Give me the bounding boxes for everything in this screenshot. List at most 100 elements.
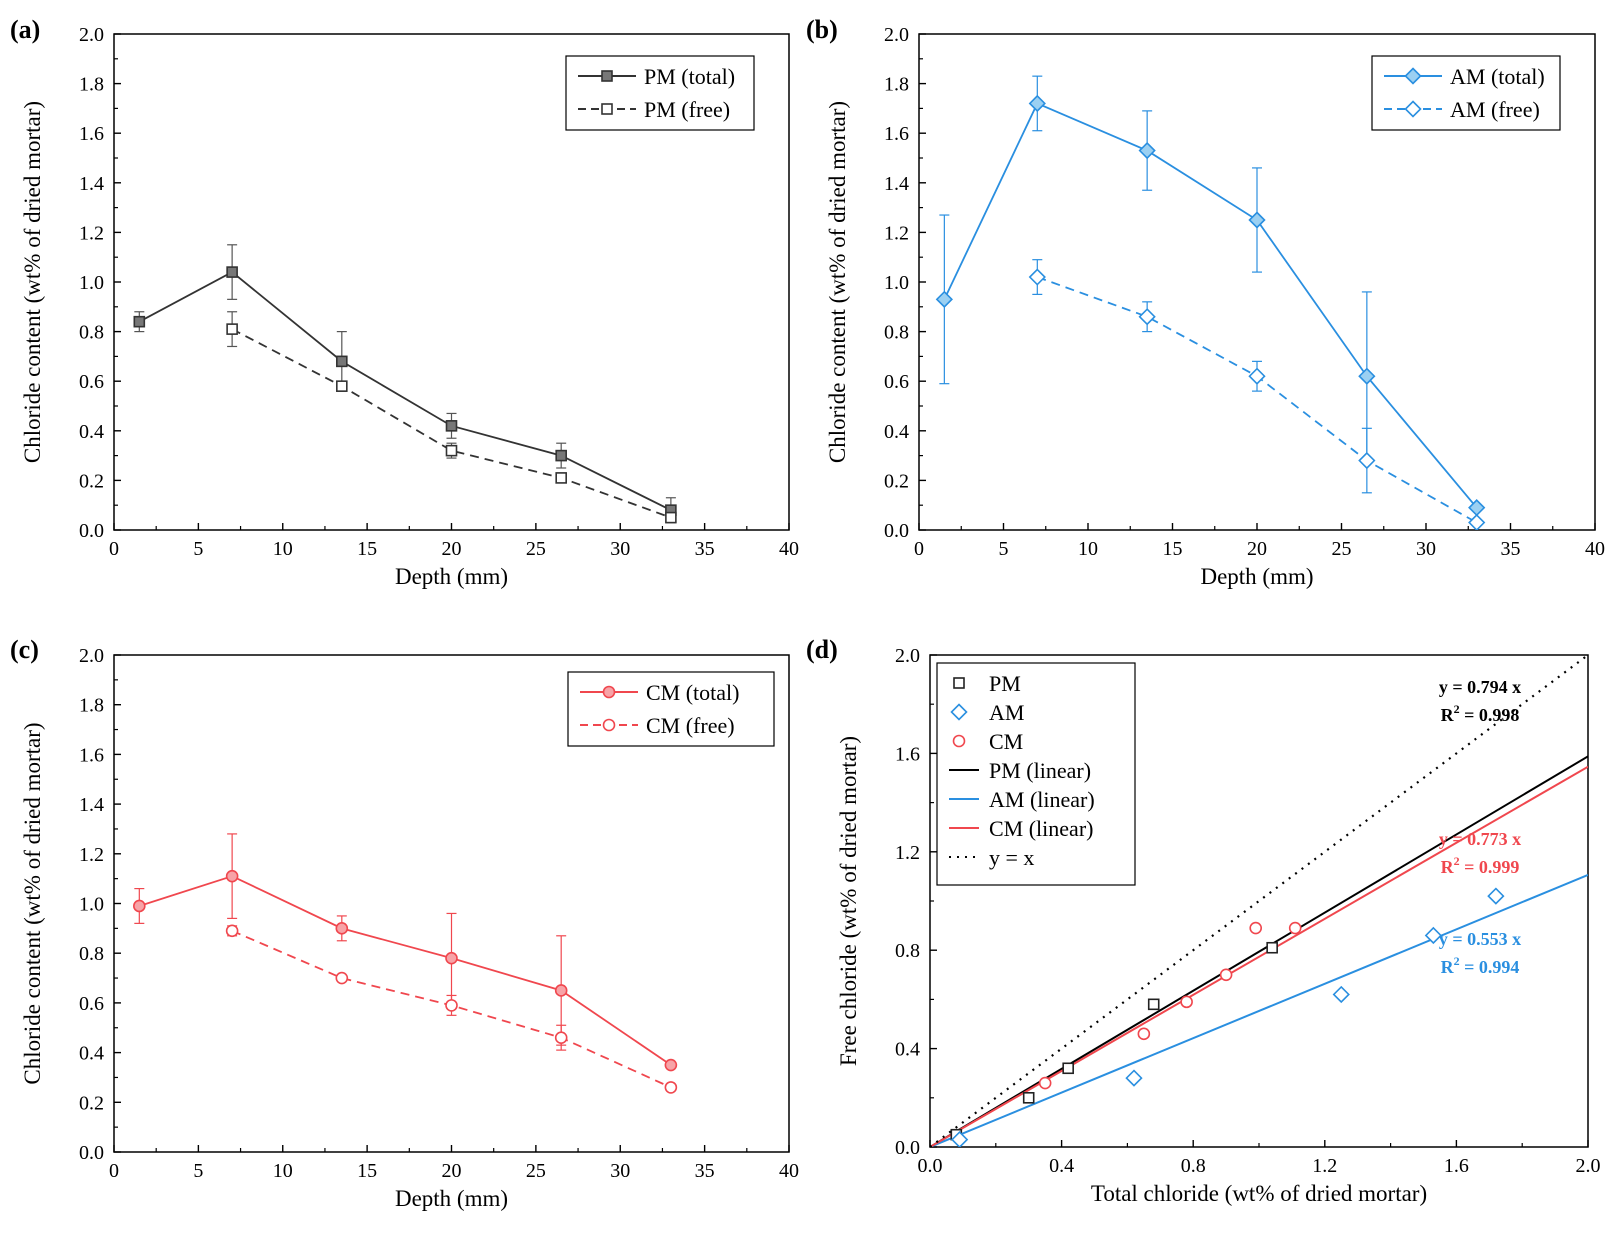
cm-point-4 — [1249, 921, 1263, 935]
panel-2: 0 5 10 15 20 25 30 35 40 0.0 0.2 0.4 0.6 0.8 1.0 1.2 1.4… — [806, 15, 1605, 589]
pm-free-point-0 — [226, 323, 238, 335]
cm-free-point-1 — [335, 971, 349, 985]
legend: AM (total) AM (free) — [1371, 55, 1561, 131]
cm-point-5 — [1288, 921, 1302, 935]
x-tick-label: 10 — [273, 1160, 293, 1182]
x-tick-label: 15 — [357, 538, 377, 560]
x-tick-label: 0 — [109, 1160, 119, 1182]
pm-point-2 — [1062, 1062, 1074, 1075]
r2-value: = 0.999 — [1460, 857, 1520, 877]
panel-label: (c) — [10, 635, 39, 664]
y-tick-label: 2.0 — [884, 24, 909, 46]
am-point-0 — [950, 1130, 969, 1147]
x-tick-label: 35 — [1501, 538, 1521, 560]
legend: PM (total) PM (free) — [565, 55, 755, 131]
y-axis-label: Chloride content (wt% of dried mortar) — [825, 101, 850, 463]
x-tick-label: 30 — [1416, 538, 1436, 560]
pm-total-point-1 — [226, 266, 238, 278]
x-tick-label: 2.0 — [1576, 1155, 1601, 1177]
legend-label-am-total: AM (total) — [1450, 64, 1545, 89]
pm-point-1 — [1022, 1092, 1035, 1104]
am-point-4 — [1487, 887, 1505, 905]
y-tick-label: 1.0 — [79, 894, 104, 916]
y-tick-label: 1.8 — [79, 74, 104, 96]
y-tick-label: 1.4 — [79, 794, 104, 816]
panel-4: 0.0 0.4 0.8 1.2 1.6 2.0 0.0 0.4 0.8 1.2 1.6 2.0 Tota… — [806, 635, 1601, 1206]
legend-label-cm-free: CM (free) — [646, 713, 735, 738]
x-tick-label: 10 — [1078, 538, 1098, 560]
r2-superscript: 2 — [1454, 954, 1460, 968]
y-axis-label: Chloride content (wt% of dried mortar) — [20, 722, 45, 1084]
plot-area — [133, 244, 677, 524]
am-free-point-2 — [1248, 367, 1266, 385]
x-tick-label: 5 — [193, 1160, 203, 1182]
x-tick-label: 15 — [1163, 538, 1183, 560]
y-tick-label: 0.8 — [79, 943, 104, 965]
cm-point-2 — [1180, 995, 1193, 1009]
am-total-point-1 — [1028, 94, 1046, 113]
x-tick-label: 1.2 — [1312, 1155, 1337, 1177]
x-tick-label: 5 — [193, 538, 203, 560]
y-tick-label: 2.0 — [79, 645, 104, 667]
y-tick-label: 0.8 — [884, 322, 909, 344]
legend-label-am-linear: AM (linear) — [989, 787, 1095, 812]
x-tick-label: 0 — [914, 538, 924, 560]
x-tick-label: 20 — [442, 538, 462, 560]
pm-free-point-1 — [336, 380, 348, 392]
x-tick-label: 0.4 — [1049, 1155, 1074, 1177]
r2-superscript: 2 — [1454, 702, 1460, 716]
y-tick-label: 0.0 — [79, 520, 104, 542]
fit-line-am-linear — [930, 873, 1588, 1147]
r2-symbol: R — [1441, 857, 1455, 877]
pm-total-point-4 — [555, 449, 567, 462]
legend-label-pm-total: PM (total) — [644, 64, 735, 89]
x-tick-label: 35 — [695, 538, 715, 560]
panel-3: 0 5 10 15 20 25 30 35 40 0.0 0.2 0.4 0.6 0.8 1.0 1.2 1.4… — [10, 635, 799, 1211]
legend-box — [1371, 55, 1561, 131]
legend-label-am-free: AM (free) — [1450, 97, 1540, 122]
x-tick-label: 30 — [610, 538, 630, 560]
cm-free-point-3 — [554, 1031, 568, 1044]
y-tick-label: 1.2 — [895, 842, 920, 864]
legend-label-am: AM — [989, 700, 1024, 725]
y-tick-label: 0.2 — [884, 470, 909, 492]
x-tick-label: 25 — [526, 538, 546, 560]
x-tick-label: 0 — [109, 538, 119, 560]
r2-superscript: 2 — [1454, 854, 1460, 868]
fit-line-y-x — [930, 655, 1588, 1147]
y-tick-label: 0.2 — [79, 470, 104, 492]
panel-label: (b) — [806, 15, 838, 44]
panel-label: (a) — [10, 15, 40, 44]
y-tick-label: 2.0 — [79, 24, 104, 46]
y-tick-label: 0.6 — [79, 993, 104, 1015]
y-axis-label: Free chloride (wt% of dried mortar) — [836, 736, 861, 1066]
series-line-cm-total — [139, 875, 672, 1066]
legend-am-free-point-0 — [1404, 100, 1422, 118]
am-free-point-4 — [1468, 513, 1486, 530]
x-tick-label: 5 — [999, 538, 1009, 560]
legend-pm-total-point-0 — [601, 70, 613, 82]
x-axis-label: Total chloride (wt% of dried mortar) — [1091, 1181, 1427, 1206]
am-total-point-4 — [1358, 367, 1376, 385]
y-tick-label: 1.2 — [79, 844, 104, 866]
y-tick-label: 1.2 — [79, 222, 104, 244]
legend-cm-total-point-0 — [602, 685, 616, 699]
y-tick-label: 0.4 — [79, 421, 104, 443]
am-total-point-2 — [1138, 141, 1156, 160]
cm-point-0 — [1038, 1076, 1052, 1090]
cm-total-point-3 — [445, 951, 458, 965]
cm-point-1 — [1137, 1027, 1151, 1041]
r2-symbol: R — [1441, 705, 1455, 725]
y-tick-label: 0.0 — [884, 520, 909, 542]
x-axis-label: Depth (mm) — [1200, 564, 1313, 589]
am-point-3 — [1424, 926, 1443, 945]
fit-r2-cm-linear: R2 = 0.999 — [1441, 854, 1520, 877]
fit-equation-pm-linear: y = 0.794 x — [1439, 677, 1521, 697]
y-tick-label: 1.8 — [884, 74, 909, 96]
pm-point-4 — [1266, 941, 1278, 954]
cm-total-point-5 — [664, 1058, 678, 1072]
legend-pm-free-point-0 — [601, 103, 613, 115]
pm-free-point-4 — [665, 511, 677, 524]
x-tick-label: 0.0 — [918, 1155, 943, 1177]
y-tick-label: 1.4 — [79, 173, 104, 195]
